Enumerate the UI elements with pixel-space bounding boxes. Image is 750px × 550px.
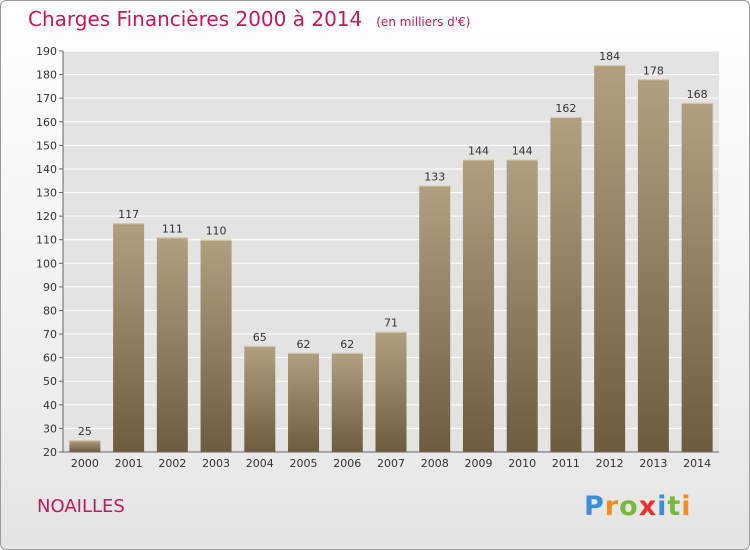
- bar-value-label: 184: [599, 50, 620, 63]
- x-tick-label: 2012: [596, 457, 624, 470]
- bar-value-label: 62: [340, 338, 354, 351]
- bar-value-label: 110: [206, 225, 227, 238]
- chart-title-text: Charges Financières 2000 à 2014: [28, 7, 363, 31]
- y-tick-label: 80: [43, 304, 57, 317]
- bar-2013: [637, 79, 669, 453]
- y-tick-label: 60: [43, 352, 57, 365]
- y-tick-label: 40: [43, 399, 57, 412]
- bar-value-label: 62: [297, 338, 311, 351]
- x-tick-label: 2002: [158, 457, 186, 470]
- x-tick-label: 2008: [421, 457, 449, 470]
- x-tick-label: 2014: [683, 457, 711, 470]
- bar-value-label: 178: [643, 64, 664, 77]
- bar-value-label: 144: [468, 145, 489, 158]
- x-tick-label: 2004: [246, 457, 274, 470]
- bar-2012: [594, 65, 626, 452]
- y-tick-label: 20: [43, 446, 57, 459]
- bar-2010: [506, 159, 538, 452]
- y-tick-label: 170: [36, 92, 57, 105]
- x-tick-label: 2006: [333, 457, 361, 470]
- bar-2000: [69, 440, 101, 452]
- y-tick-label: 90: [43, 281, 57, 294]
- x-tick-label: 2011: [552, 457, 580, 470]
- axis-layer: 20 30 40 50 60 70 80 90 100 110 120 130 140 150 160 170…: [36, 45, 719, 470]
- bar-value-label: 117: [118, 208, 139, 221]
- bar-2006: [331, 352, 363, 452]
- bar-value-label: 168: [687, 88, 708, 101]
- y-tick-label: 50: [43, 375, 57, 388]
- bar-value-label: 162: [555, 102, 576, 115]
- y-tick-label: 110: [36, 234, 57, 247]
- bar-2004: [244, 345, 276, 452]
- y-tick-label: 120: [36, 210, 57, 223]
- x-tick-label: 2003: [202, 457, 230, 470]
- bar-2003: [200, 239, 232, 452]
- bar-2002: [156, 237, 188, 452]
- bar-value-label: 133: [424, 170, 445, 183]
- x-tick-label: 2009: [464, 457, 492, 470]
- y-tick-label: 30: [43, 422, 57, 435]
- y-tick-label: 70: [43, 328, 57, 341]
- bar-value-label: 111: [162, 222, 183, 235]
- bar-value-label: 144: [512, 145, 533, 158]
- bar-2008: [419, 185, 451, 452]
- bar-value-label: 25: [78, 425, 92, 438]
- x-tick-label: 2001: [115, 457, 143, 470]
- bar-value-label: 71: [384, 317, 398, 330]
- y-tick-label: 130: [36, 187, 57, 200]
- chart-title: Charges Financières 2000 à 2014 (en milli…: [28, 7, 470, 31]
- y-tick-label: 180: [36, 69, 57, 82]
- chart-unit: (en milliers d'€): [376, 15, 471, 29]
- bar-2009: [462, 159, 494, 452]
- y-tick-label: 190: [36, 45, 57, 58]
- bar-value-label: 65: [253, 331, 267, 344]
- x-tick-label: 2010: [508, 457, 536, 470]
- city-name: NOAILLES: [37, 496, 125, 517]
- x-tick-label: 2013: [639, 457, 667, 470]
- bar-2007: [375, 331, 407, 452]
- bar-2011: [550, 117, 582, 452]
- x-tick-label: 2007: [377, 457, 405, 470]
- bars-layer: 25 117 111 110 65 62 62 71 133 144 144 162 184 178 168: [69, 50, 713, 453]
- bar-2005: [288, 352, 320, 452]
- y-tick-label: 100: [36, 257, 57, 270]
- y-tick-label: 150: [36, 139, 57, 152]
- bar-2001: [113, 223, 145, 452]
- x-tick-label: 2005: [290, 457, 318, 470]
- x-tick-label: 2000: [71, 457, 99, 470]
- bar-2014: [681, 102, 713, 453]
- y-tick-label: 160: [36, 116, 57, 129]
- proxiti-logo: Proxiti: [584, 491, 692, 522]
- y-tick-label: 140: [36, 163, 57, 176]
